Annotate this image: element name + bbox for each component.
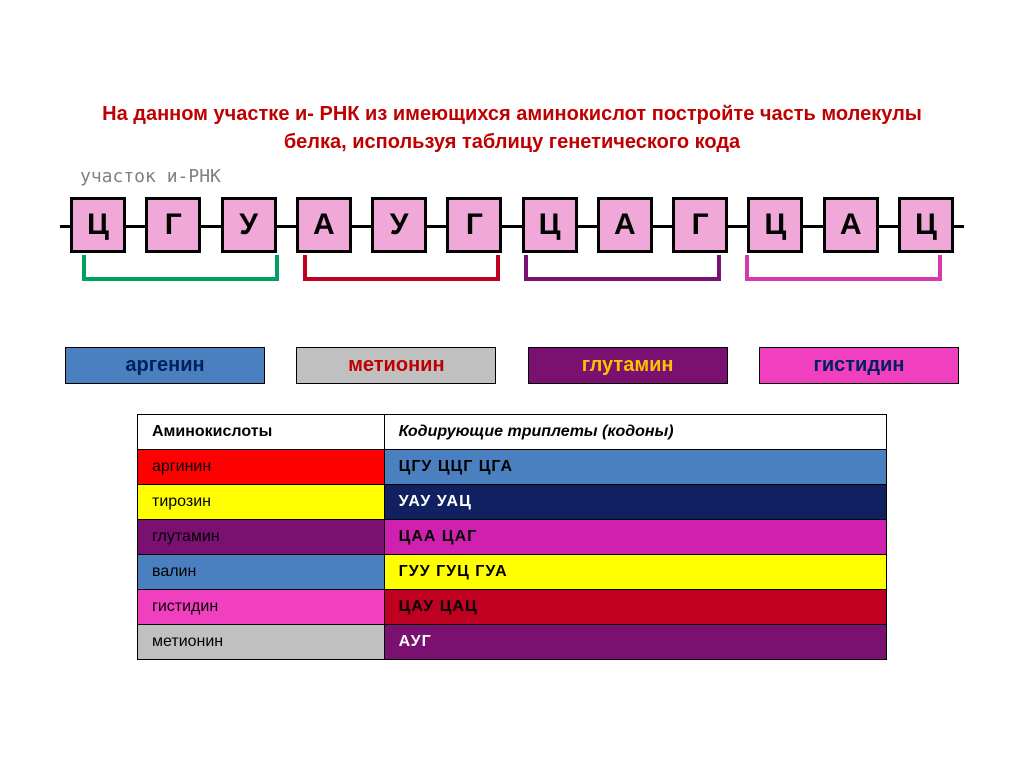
codon-bracket <box>303 255 500 281</box>
nucleotide-box: А <box>296 197 352 253</box>
nucleotide-box: Г <box>446 197 502 253</box>
table-row: валинГУУ ГУЦ ГУА <box>138 555 887 590</box>
nucleotide-box: Ц <box>898 197 954 253</box>
codon-brackets <box>70 255 954 281</box>
page-title: На данном участке и- РНК из имеющихся ам… <box>72 100 952 156</box>
header-codons: Кодирующие триплеты (кодоны) <box>384 415 886 450</box>
table-header-row: Аминокислоты Кодирующие триплеты (кодоны… <box>138 415 887 450</box>
nucleotide-box: Г <box>672 197 728 253</box>
amino-acid-label: аргенин <box>65 347 265 384</box>
amino-cell: гистидин <box>138 590 385 625</box>
codons-cell: ЦАУ ЦАЦ <box>384 590 886 625</box>
amino-cell: тирозин <box>138 485 385 520</box>
amino-cell: аргинин <box>138 450 385 485</box>
codons-cell: ГУУ ГУЦ ГУА <box>384 555 886 590</box>
table-row: аргининЦГУ ЦЦГ ЦГА <box>138 450 887 485</box>
nucleotide-box: Ц <box>522 197 578 253</box>
genetic-code-table: Аминокислоты Кодирующие триплеты (кодоны… <box>137 414 887 660</box>
table-row: гистидинЦАУ ЦАЦ <box>138 590 887 625</box>
codon-bracket <box>82 255 279 281</box>
subtitle-label: участок и-РНК <box>80 166 1004 187</box>
nucleotide-box: А <box>823 197 879 253</box>
nucleotide-box: У <box>371 197 427 253</box>
codons-cell: АУГ <box>384 625 886 660</box>
header-amino: Аминокислоты <box>138 415 385 450</box>
table-row: тирозинУАУ УАЦ <box>138 485 887 520</box>
nucleotide-box: А <box>597 197 653 253</box>
nucleotide-box: Ц <box>70 197 126 253</box>
rna-strand: ЦГУАУГЦАГЦАЦ <box>60 197 964 257</box>
codon-bracket <box>524 255 721 281</box>
amino-acid-label: гистидин <box>759 347 959 384</box>
table-row: глутаминЦАА ЦАГ <box>138 520 887 555</box>
codon-bracket <box>745 255 942 281</box>
amino-cell: метионин <box>138 625 385 660</box>
amino-acid-label: метионин <box>296 347 496 384</box>
nucleotide-box: У <box>221 197 277 253</box>
nucleotide-box: Г <box>145 197 201 253</box>
rna-boxes: ЦГУАУГЦАГЦАЦ <box>70 197 954 253</box>
nucleotide-box: Ц <box>747 197 803 253</box>
amino-cell: глутамин <box>138 520 385 555</box>
codons-cell: ЦАА ЦАГ <box>384 520 886 555</box>
codons-cell: ЦГУ ЦЦГ ЦГА <box>384 450 886 485</box>
amino-acid-labels: аргенин метионин глутамин гистидин <box>65 347 959 384</box>
codons-cell: УАУ УАЦ <box>384 485 886 520</box>
amino-acid-label: глутамин <box>528 347 728 384</box>
amino-cell: валин <box>138 555 385 590</box>
table-row: метионинАУГ <box>138 625 887 660</box>
